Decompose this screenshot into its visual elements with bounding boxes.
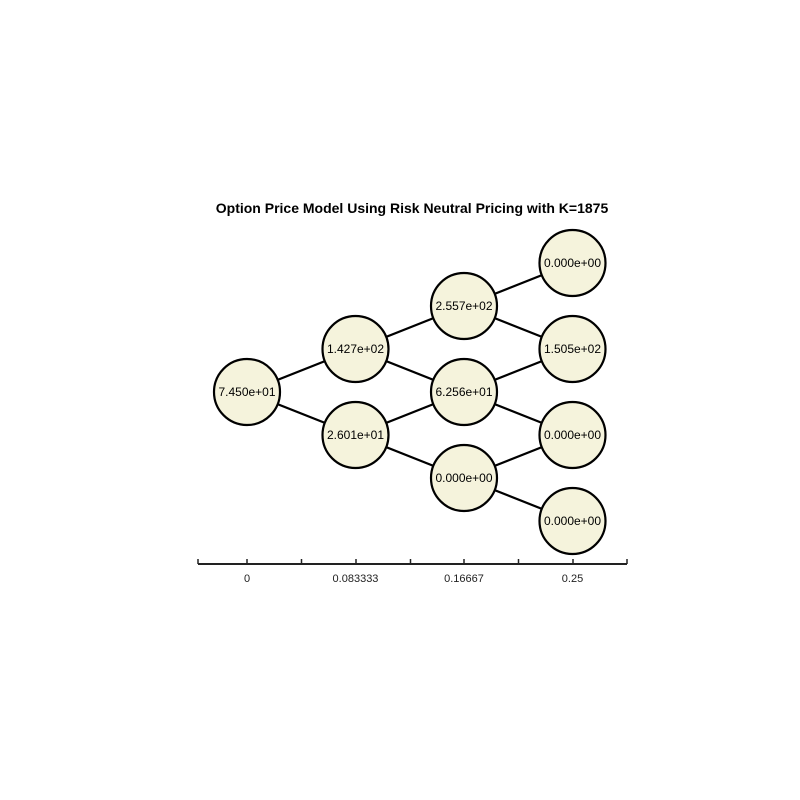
node-value-label: 2.601e+01 xyxy=(327,428,384,442)
tree-node-n2_2: 0.000e+00 xyxy=(429,443,499,513)
node-value-label: 1.505e+02 xyxy=(544,342,601,356)
figure-title: Option Price Model Using Risk Neutral Pr… xyxy=(216,200,609,216)
node-value-label: 2.557e+02 xyxy=(435,299,492,313)
node-circle xyxy=(212,357,282,427)
node-circle xyxy=(321,314,390,384)
node-circle xyxy=(429,357,499,427)
tree-node-n3_2: 0.000e+00 xyxy=(538,400,607,470)
axis-tick-label: 0 xyxy=(244,573,250,585)
tree-node-n2_1: 6.256e+01 xyxy=(429,357,499,427)
node-value-label: 1.427e+02 xyxy=(327,342,384,356)
node-value-label: 0.000e+00 xyxy=(544,514,601,528)
node-circle xyxy=(321,400,390,470)
tree-edges xyxy=(246,261,573,523)
node-value-label: 0.000e+00 xyxy=(544,256,601,270)
node-value-label: 7.450e+01 xyxy=(218,385,275,399)
node-circle xyxy=(538,400,607,470)
tree-node-n2_0: 2.557e+02 xyxy=(429,271,499,341)
node-circle xyxy=(429,271,499,341)
axis-tick-label: 0.16667 xyxy=(444,573,484,585)
node-circle xyxy=(538,486,607,556)
tree-node-n1_1: 2.601e+01 xyxy=(321,400,390,470)
node-circle xyxy=(538,228,607,298)
node-circle xyxy=(429,443,499,513)
time-axis: 0 0.083333 0.16667 0.25 xyxy=(197,559,628,585)
tree-nodes: 7.450e+01 1.427e+02 2.601e+01 2.557e+02 6.25… xyxy=(212,228,607,556)
node-value-label: 6.256e+01 xyxy=(435,385,492,399)
tree-node-n3_0: 0.000e+00 xyxy=(538,228,607,298)
tree-node-n3_3: 0.000e+00 xyxy=(538,486,607,556)
tree-node-n3_1: 1.505e+02 xyxy=(538,314,607,384)
node-circle xyxy=(538,314,607,384)
tree-node-n0_0: 7.450e+01 xyxy=(212,357,282,427)
tree-node-n1_0: 1.427e+02 xyxy=(321,314,390,384)
node-value-label: 0.000e+00 xyxy=(435,471,492,485)
axis-tick-label: 0.083333 xyxy=(333,573,379,585)
node-value-label: 0.000e+00 xyxy=(544,428,601,442)
axis-tick-label: 0.25 xyxy=(562,573,583,585)
